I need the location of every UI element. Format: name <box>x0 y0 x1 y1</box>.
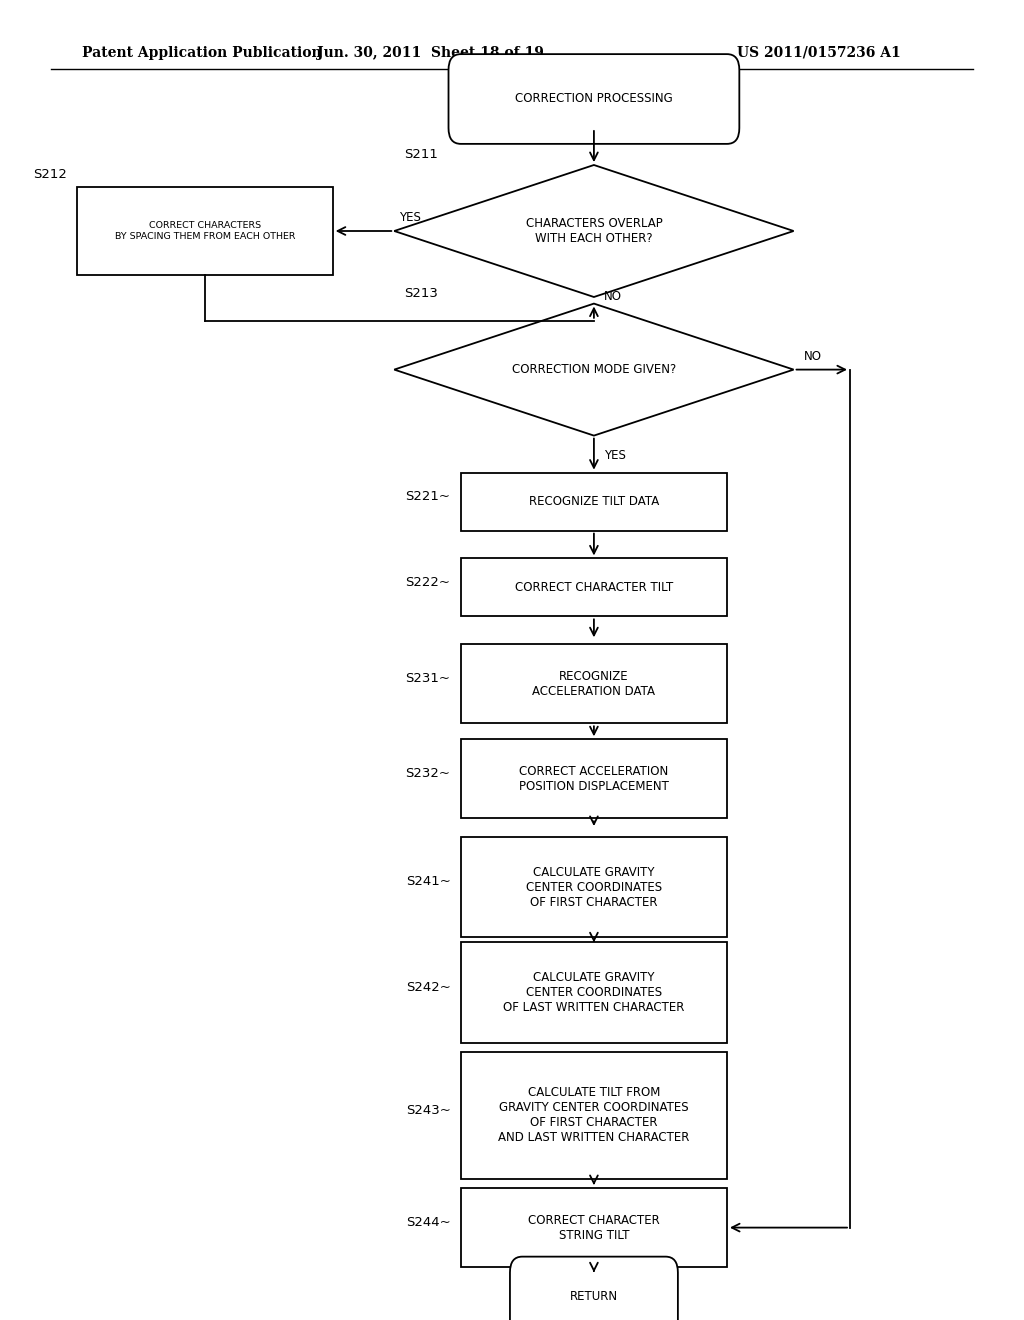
Text: S244~: S244~ <box>406 1216 451 1229</box>
FancyBboxPatch shape <box>461 942 727 1043</box>
Text: CALCULATE GRAVITY
CENTER COORDINATES
OF FIRST CHARACTER: CALCULATE GRAVITY CENTER COORDINATES OF … <box>526 866 662 908</box>
Text: CALCULATE GRAVITY
CENTER COORDINATES
OF LAST WRITTEN CHARACTER: CALCULATE GRAVITY CENTER COORDINATES OF … <box>503 972 685 1014</box>
Text: CORRECT CHARACTER
STRING TILT: CORRECT CHARACTER STRING TILT <box>528 1213 659 1242</box>
Text: NO: NO <box>804 350 822 363</box>
FancyBboxPatch shape <box>461 837 727 937</box>
Text: S242~: S242~ <box>406 981 451 994</box>
Text: Jun. 30, 2011  Sheet 18 of 19: Jun. 30, 2011 Sheet 18 of 19 <box>316 46 544 59</box>
Text: S222~: S222~ <box>406 576 451 589</box>
Text: CORRECT ACCELERATION
POSITION DISPLACEMENT: CORRECT ACCELERATION POSITION DISPLACEME… <box>519 764 669 793</box>
Text: RETURN: RETURN <box>570 1290 617 1303</box>
Text: S211: S211 <box>404 148 438 161</box>
Text: Patent Application Publication: Patent Application Publication <box>82 46 322 59</box>
Text: S243~: S243~ <box>406 1104 451 1117</box>
Text: S221~: S221~ <box>406 490 451 503</box>
Text: S212: S212 <box>33 168 67 181</box>
FancyBboxPatch shape <box>77 187 333 275</box>
FancyBboxPatch shape <box>461 739 727 818</box>
Text: S213: S213 <box>404 286 438 300</box>
Text: NO: NO <box>604 290 623 304</box>
Text: RECOGNIZE TILT DATA: RECOGNIZE TILT DATA <box>528 495 659 508</box>
Text: YES: YES <box>604 449 626 462</box>
Text: CORRECT CHARACTERS
BY SPACING THEM FROM EACH OTHER: CORRECT CHARACTERS BY SPACING THEM FROM … <box>115 222 295 240</box>
Text: S232~: S232~ <box>406 767 451 780</box>
FancyBboxPatch shape <box>449 54 739 144</box>
Text: CORRECT CHARACTER TILT: CORRECT CHARACTER TILT <box>515 581 673 594</box>
FancyBboxPatch shape <box>461 644 727 723</box>
Polygon shape <box>394 165 794 297</box>
Polygon shape <box>394 304 794 436</box>
FancyBboxPatch shape <box>461 473 727 531</box>
Text: CHARACTERS OVERLAP
WITH EACH OTHER?: CHARACTERS OVERLAP WITH EACH OTHER? <box>525 216 663 246</box>
Text: FIG. 17: FIG. 17 <box>560 111 648 132</box>
FancyBboxPatch shape <box>510 1257 678 1320</box>
Text: US 2011/0157236 A1: US 2011/0157236 A1 <box>737 46 901 59</box>
Text: S241~: S241~ <box>406 875 451 888</box>
Text: YES: YES <box>399 211 421 224</box>
FancyBboxPatch shape <box>461 558 727 616</box>
FancyBboxPatch shape <box>461 1052 727 1179</box>
Text: CORRECTION MODE GIVEN?: CORRECTION MODE GIVEN? <box>512 363 676 376</box>
Text: S231~: S231~ <box>406 672 451 685</box>
FancyBboxPatch shape <box>461 1188 727 1267</box>
Text: RECOGNIZE
ACCELERATION DATA: RECOGNIZE ACCELERATION DATA <box>532 669 655 698</box>
Text: CORRECTION PROCESSING: CORRECTION PROCESSING <box>515 92 673 106</box>
Text: CALCULATE TILT FROM
GRAVITY CENTER COORDINATES
OF FIRST CHARACTER
AND LAST WRITT: CALCULATE TILT FROM GRAVITY CENTER COORD… <box>499 1086 689 1144</box>
